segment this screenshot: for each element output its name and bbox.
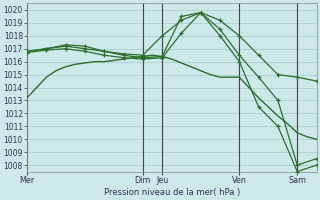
X-axis label: Pression niveau de la mer( hPa ): Pression niveau de la mer( hPa ): [104, 188, 240, 197]
